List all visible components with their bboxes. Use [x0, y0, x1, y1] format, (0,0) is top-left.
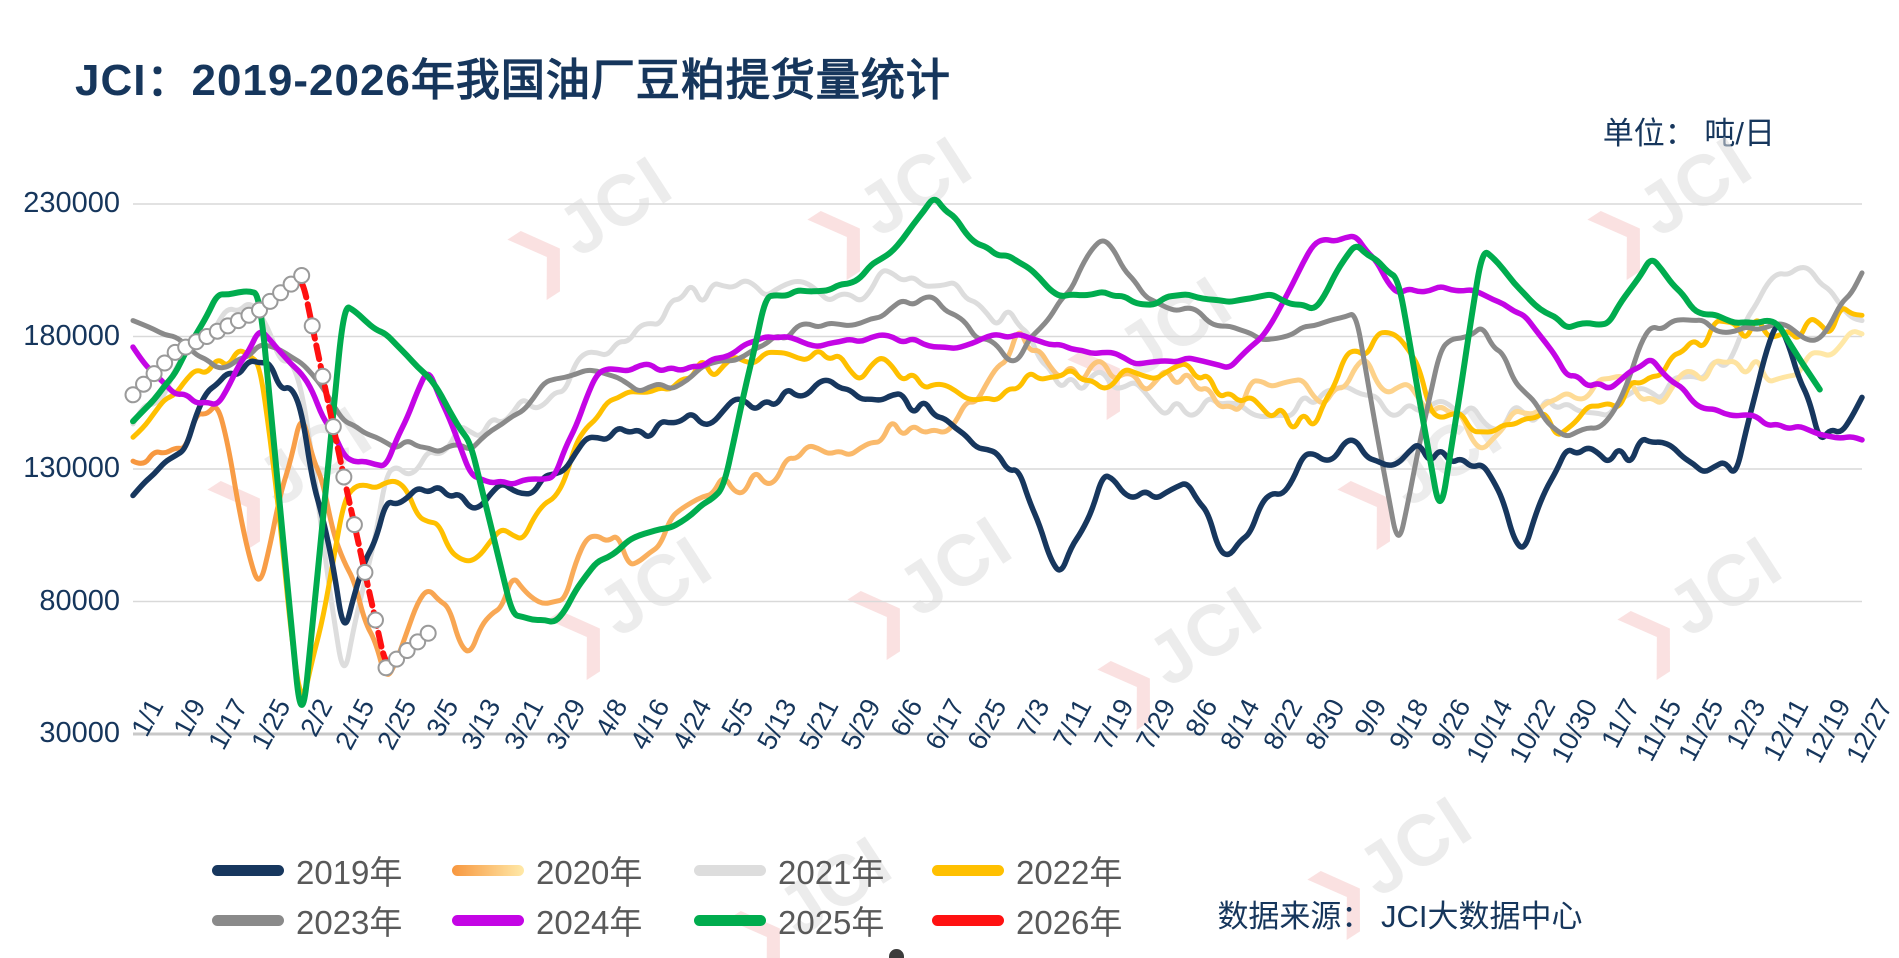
legend-label: 2024年: [536, 904, 643, 941]
series-line-2025年: [130, 196, 1823, 708]
series-line-2021年: [130, 265, 1865, 669]
series-line-2023年: [130, 238, 1865, 538]
legend-item-2025年[interactable]: 2025年: [694, 896, 884, 944]
y-axis-label: 230000: [23, 187, 120, 219]
legend-item-2021年[interactable]: 2021年: [694, 846, 884, 894]
legend-label: 2022年: [1016, 854, 1123, 891]
data-point-marker: [314, 367, 332, 385]
legend-swatch-icon: [694, 914, 766, 926]
data-point-marker: [324, 418, 342, 436]
y-axis-label: 180000: [23, 319, 120, 352]
source-note: 数据来源： JCI大数据中心: [1217, 899, 1583, 934]
legend-swatch-icon: [932, 914, 1004, 926]
y-axis-label: 30000: [39, 717, 120, 749]
legend-label: 2020年: [536, 854, 643, 891]
legend-label: 2023年: [296, 904, 403, 941]
series-line-2022年: [130, 306, 1865, 696]
data-point-marker: [124, 386, 142, 404]
legend-item-2024年[interactable]: 2024年: [452, 896, 642, 944]
legend-label: 2026年: [1016, 904, 1123, 941]
legend-swatch-icon: [452, 864, 524, 876]
data-point-marker: [293, 267, 311, 285]
legend-swatch-icon: [452, 914, 524, 926]
bottom-dot: [889, 949, 904, 958]
data-point-marker: [145, 365, 163, 383]
legend-item-2020年[interactable]: 2020年: [452, 846, 642, 894]
y-axis-label: 130000: [23, 452, 120, 484]
data-point-marker: [356, 563, 374, 581]
legend-label: 2021年: [778, 854, 885, 891]
legend-item-2026年[interactable]: 2026年: [932, 896, 1122, 944]
series-line-2020年: [130, 329, 1865, 677]
data-point-marker: [419, 624, 437, 642]
y-axis-label: 80000: [39, 584, 120, 617]
data-point-marker: [135, 375, 153, 393]
legend-label: 2025年: [778, 904, 885, 941]
data-point-marker: [345, 516, 363, 534]
legend-swatch-icon: [932, 864, 1004, 876]
unit-label: 单位： 吨/日: [1602, 116, 1775, 151]
series-line-2024年: [130, 233, 1865, 487]
legend-label: 2019年: [296, 854, 403, 891]
legend-item-2019年[interactable]: 2019年: [212, 846, 402, 894]
legend-item-2022年[interactable]: 2022年: [932, 846, 1122, 894]
data-point-marker: [366, 611, 384, 629]
data-point-marker: [303, 317, 321, 335]
data-point-marker: [335, 468, 353, 486]
legend-swatch-icon: [212, 914, 284, 926]
legend-item-2023年[interactable]: 2023年: [212, 896, 402, 944]
legend-swatch-icon: [212, 864, 284, 876]
legend-swatch-icon: [694, 864, 766, 876]
data-point-marker: [156, 354, 174, 372]
series-line-2019年: [130, 324, 1865, 626]
page-title: JCI：2019-2026年我国油厂豆粕提货量统计: [75, 56, 951, 105]
